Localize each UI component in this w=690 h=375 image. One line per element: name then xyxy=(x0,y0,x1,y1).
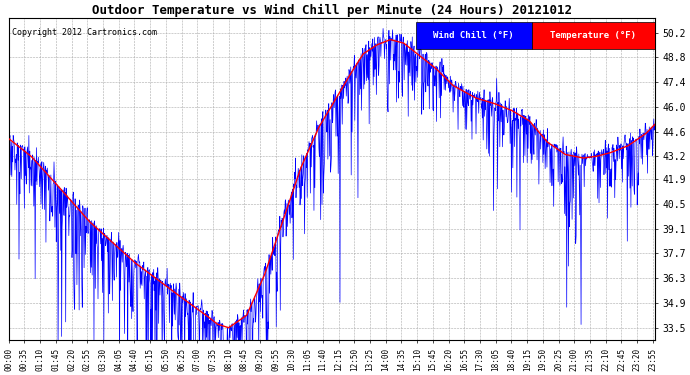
Text: Wind Chill (°F): Wind Chill (°F) xyxy=(433,31,514,40)
FancyBboxPatch shape xyxy=(415,22,532,49)
FancyBboxPatch shape xyxy=(532,22,655,49)
Text: Copyright 2012 Cartronics.com: Copyright 2012 Cartronics.com xyxy=(12,28,157,37)
Title: Outdoor Temperature vs Wind Chill per Minute (24 Hours) 20121012: Outdoor Temperature vs Wind Chill per Mi… xyxy=(92,4,572,17)
Text: Temperature (°F): Temperature (°F) xyxy=(551,31,636,40)
